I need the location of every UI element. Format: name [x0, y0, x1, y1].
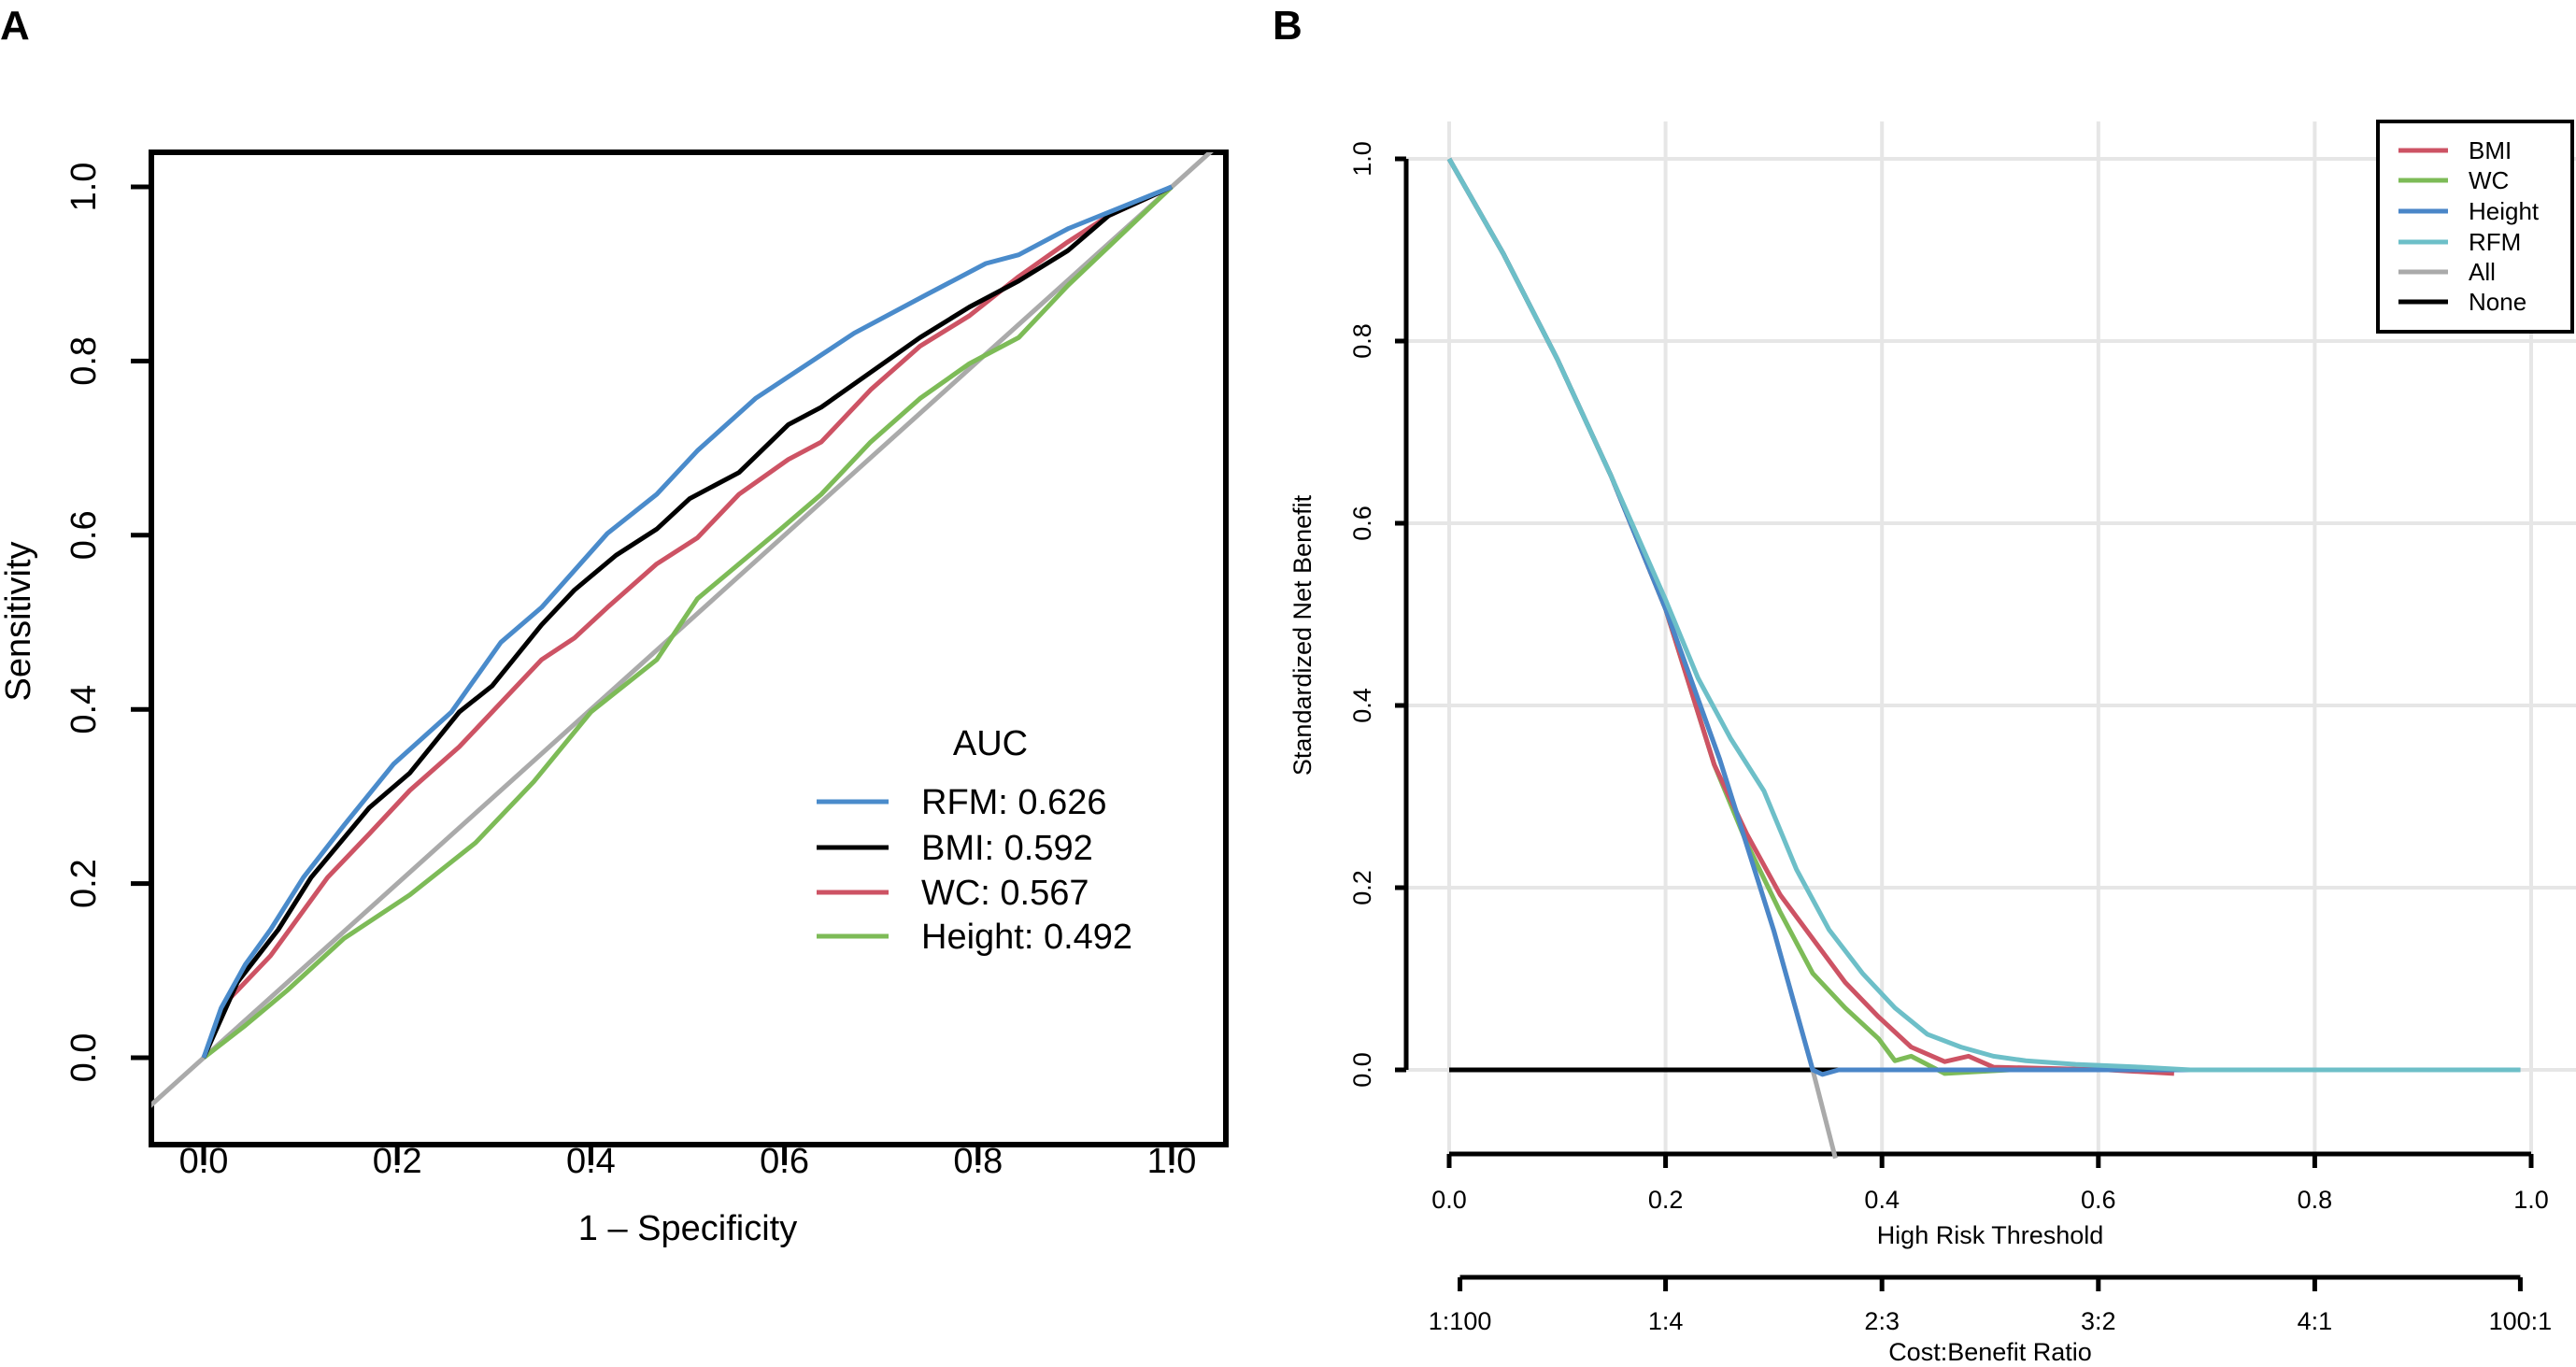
x-tick-label: 0.2: [1648, 1186, 1684, 1214]
legend-box: [2376, 120, 2574, 334]
x2-tick-label: 2:3: [1864, 1307, 1900, 1335]
x-tick-label: 0.8: [953, 1142, 1003, 1181]
x-axis-label: 1 – Specificity: [578, 1209, 797, 1248]
roc-chart: 0.0 0.2 0.4 0.6 0.8 1.0 0.0 0.2 0.4 0.6 0.8 1.0 1 –…: [0, 150, 1229, 1248]
decision-curve-chart: 0.0 0.2 0.4 0.6 0.8 1.0 0.0 0.2 0.4 0.6 0.8 1.0 1:10…: [1288, 120, 2576, 1366]
x-tick-label: 0.8: [2298, 1186, 2333, 1214]
x-tick-label: 1.0: [1147, 1142, 1197, 1181]
legend-entry-bmi: BMI: [2469, 136, 2512, 164]
x2-tick-label: 100:1: [2489, 1307, 2553, 1335]
y-tick-label: 0.2: [64, 859, 104, 908]
legend-entry-height: Height: [2469, 197, 2540, 225]
plot-frame: [149, 150, 1229, 1147]
x-tick-label: 0.4: [1864, 1186, 1900, 1214]
x2-tick-label: 1:4: [1648, 1307, 1684, 1335]
legend-entry-none: None: [2469, 288, 2526, 316]
legend-entry-wc: WC: [2469, 166, 2509, 194]
y-tick-label: 0.6: [1348, 506, 1376, 541]
x-tick-label: 0.6: [760, 1142, 809, 1181]
y-tick-label: 0.2: [1348, 870, 1376, 905]
y-tick-label: 0.0: [1348, 1052, 1376, 1088]
net-benefit-curve-bmi: [1446, 157, 2174, 1076]
y-tick-label: 1.0: [1348, 141, 1376, 177]
legend-title: AUC: [953, 724, 1028, 763]
x2-tick-label: 4:1: [2298, 1307, 2333, 1335]
panel-label-b: B: [1273, 3, 1302, 49]
roc-curve-rfm: [201, 184, 1173, 1059]
x-tick-label: 1.0: [2513, 1186, 2549, 1214]
panel-label-a: A: [0, 3, 30, 49]
roc-curve-height: [202, 185, 1174, 1060]
y-tick-label: 0.4: [1348, 688, 1376, 723]
x-tick-label: 0.6: [2081, 1186, 2116, 1214]
x-tick-label: 0.0: [179, 1142, 229, 1181]
legend: AUC RFM: 0.626 BMI: 0.592 WC: 0.567 Height:…: [817, 724, 1132, 957]
x2-tick-label: 1:100: [1429, 1307, 1492, 1335]
y-tick-label: 0.6: [64, 510, 104, 560]
y-tick-label: 1.0: [64, 163, 104, 212]
y-tick-label: 0.4: [64, 685, 104, 734]
x2-tick-label: 3:2: [2081, 1307, 2116, 1335]
roc-curve-wc: [201, 184, 1174, 1059]
x2-axis-label: Cost:Benefit Ratio: [1888, 1338, 2092, 1362]
y-tick-label: 0.8: [1348, 323, 1376, 359]
y-axis-label: Standardized Net Benefit: [1288, 494, 1316, 776]
roc-curve-bmi: [201, 184, 1174, 1060]
x-tick-label: 0.2: [373, 1142, 422, 1181]
y-tick-label: 0.8: [64, 336, 104, 386]
legend-entry-rfm: RFM: [2469, 228, 2521, 256]
legend-entry-height: Height: 0.492: [921, 918, 1132, 957]
y-axis-label: Sensitivity: [0, 541, 38, 701]
legend-entry-wc: WC: 0.567: [921, 874, 1089, 913]
legend-entry-bmi: BMI: 0.592: [921, 829, 1093, 868]
y-tick-label: 0.0: [64, 1033, 104, 1083]
x-axis-label: High Risk Threshold: [1877, 1221, 2104, 1249]
net-benefit-curve-height: [1446, 157, 2521, 1077]
x-tick-label: 0.0: [1431, 1186, 1467, 1214]
legend-entry-all: All: [2469, 258, 2496, 286]
net-benefit-curve-all: [1446, 157, 1838, 1160]
x-tick-label: 0.4: [566, 1142, 616, 1181]
net-benefit-curve-wc: [1446, 157, 2153, 1076]
net-benefit-curve-rfm: [1446, 157, 2521, 1073]
legend-entry-rfm: RFM: 0.626: [921, 783, 1107, 822]
